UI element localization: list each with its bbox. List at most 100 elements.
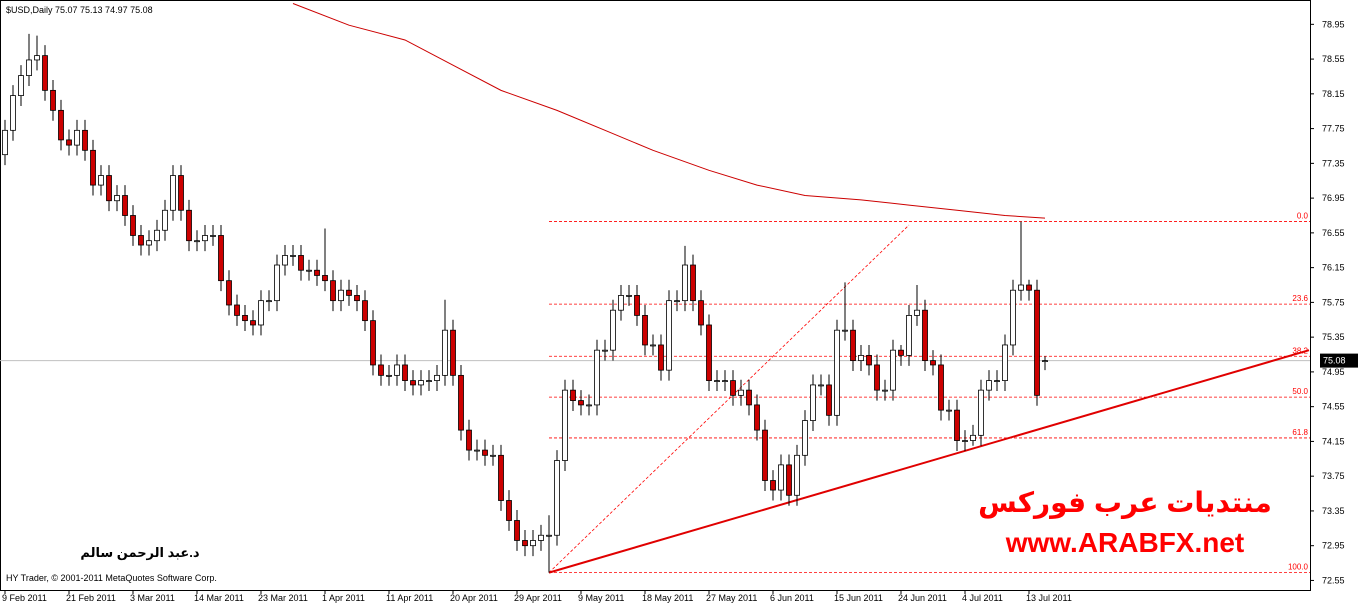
candle-body bbox=[122, 195, 128, 216]
x-tick-label: 29 Apr 2011 bbox=[514, 593, 562, 603]
candle-body bbox=[290, 255, 296, 257]
x-tick-label: 9 May 2011 bbox=[578, 593, 624, 603]
y-tick-label: 75.75 bbox=[1322, 297, 1345, 307]
candle-body bbox=[994, 380, 1000, 382]
candle-body bbox=[298, 255, 304, 271]
candle-body bbox=[402, 364, 408, 381]
moving-average bbox=[292, 3, 1046, 219]
candle-body bbox=[234, 304, 240, 316]
candle-body bbox=[882, 389, 888, 392]
candle-body bbox=[938, 364, 944, 411]
candle-body bbox=[482, 449, 488, 456]
x-tick-label: 23 Mar 2011 bbox=[258, 593, 308, 603]
y-tick-label: 78.95 bbox=[1322, 19, 1345, 29]
candle-body bbox=[810, 384, 816, 421]
candle-body bbox=[58, 109, 64, 141]
candle-body bbox=[770, 480, 776, 491]
x-tick-label: 1 Apr 2011 bbox=[322, 593, 365, 603]
copyright: HY Trader, © 2001-2011 MetaQuotes Softwa… bbox=[6, 573, 217, 583]
y-tick-label: 77.35 bbox=[1322, 158, 1345, 168]
candle-body bbox=[706, 324, 712, 381]
candle-body bbox=[610, 309, 616, 351]
candle-body bbox=[162, 209, 168, 231]
x-tick-label: 21 Feb 2011 bbox=[66, 593, 116, 603]
candle-body bbox=[666, 300, 672, 371]
candle-body bbox=[850, 329, 856, 362]
candle-body bbox=[730, 380, 736, 396]
x-tick-label: 15 Jun 2011 bbox=[834, 593, 883, 603]
candle-body bbox=[98, 175, 104, 186]
candle-body bbox=[578, 400, 584, 406]
candle-body bbox=[962, 440, 968, 442]
author: د.عبد الرحمن سالم bbox=[80, 545, 199, 560]
candle-body bbox=[370, 320, 376, 366]
candle-body bbox=[930, 360, 936, 366]
last-price-box bbox=[1320, 353, 1358, 368]
candle-body bbox=[818, 384, 824, 387]
candle-body bbox=[674, 300, 680, 303]
candle-body bbox=[754, 404, 760, 431]
candle-body bbox=[418, 380, 424, 386]
candle-body bbox=[210, 235, 216, 237]
candle-body bbox=[106, 175, 112, 202]
candle-body bbox=[306, 269, 312, 272]
x-tick-label: 20 Apr 2011 bbox=[450, 593, 498, 603]
y-tick-label: 72.55 bbox=[1322, 575, 1345, 585]
candle-body bbox=[458, 374, 464, 431]
candle-body bbox=[90, 149, 96, 186]
candle-body bbox=[34, 55, 40, 61]
candle-body bbox=[554, 460, 560, 536]
candle-body bbox=[986, 380, 992, 391]
candle-body bbox=[314, 269, 320, 276]
candle-body bbox=[490, 454, 496, 457]
candle-body bbox=[250, 320, 256, 326]
x-tick-label: 9 Feb 2011 bbox=[2, 593, 47, 603]
candle-body bbox=[154, 229, 160, 242]
candle-body bbox=[50, 89, 56, 111]
x-tick-label: 6 Jun 2011 bbox=[770, 593, 814, 603]
plot-border bbox=[0, 0, 1311, 591]
y-tick-label: 75.35 bbox=[1322, 332, 1345, 342]
candle-body bbox=[266, 300, 272, 303]
candle-body bbox=[186, 209, 192, 242]
y-tick-label: 76.95 bbox=[1322, 193, 1345, 203]
candle-body bbox=[634, 295, 640, 316]
candle-body bbox=[442, 329, 448, 376]
candle-body bbox=[170, 175, 176, 211]
fib-label: 23.6 bbox=[1292, 294, 1308, 303]
candle-body bbox=[26, 59, 32, 76]
trendline bbox=[548, 349, 1310, 574]
candle-body bbox=[746, 389, 752, 406]
candle-body bbox=[626, 295, 632, 297]
candle-body bbox=[354, 295, 360, 302]
candle-body bbox=[386, 374, 392, 377]
candle-body bbox=[146, 240, 152, 246]
x-tick-label: 18 May 2011 bbox=[642, 593, 693, 603]
candle-body bbox=[394, 364, 400, 376]
candle-body bbox=[338, 289, 344, 302]
y-tick-label: 74.15 bbox=[1322, 436, 1345, 446]
candle-body bbox=[10, 95, 16, 131]
candle-body bbox=[346, 289, 352, 296]
candle-body bbox=[842, 329, 848, 332]
candle-body bbox=[1002, 344, 1008, 381]
x-tick-label: 3 Mar 2011 bbox=[130, 593, 175, 603]
y-tick-label: 73.35 bbox=[1322, 506, 1345, 516]
candle-body bbox=[786, 464, 792, 496]
candle-body bbox=[642, 315, 648, 346]
candle-body bbox=[242, 315, 248, 322]
candle-body bbox=[66, 139, 72, 146]
candle-body bbox=[978, 389, 984, 436]
candle-body bbox=[506, 500, 512, 521]
candle-body bbox=[226, 280, 232, 306]
candle-body bbox=[514, 520, 520, 541]
candle-body bbox=[714, 380, 720, 382]
candle-body bbox=[1010, 289, 1016, 346]
candle-body bbox=[1018, 284, 1024, 291]
candle-body bbox=[898, 349, 904, 356]
candle-body bbox=[2, 129, 8, 156]
candle-body bbox=[970, 434, 976, 441]
candle-body bbox=[42, 55, 48, 91]
candle-body bbox=[202, 235, 208, 242]
candle-body bbox=[1034, 289, 1040, 396]
